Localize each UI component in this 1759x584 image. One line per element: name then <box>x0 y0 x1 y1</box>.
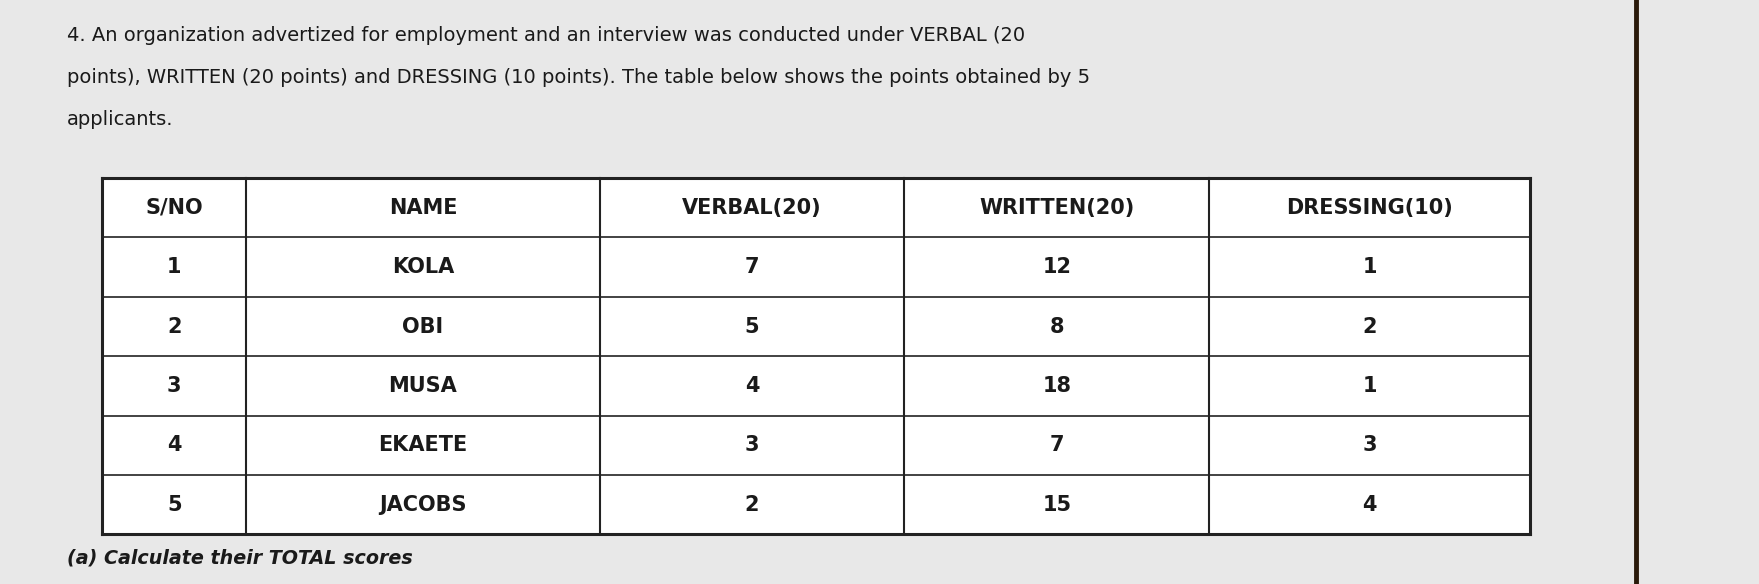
Text: DRESSING(10): DRESSING(10) <box>1286 198 1453 218</box>
Text: MUSA: MUSA <box>389 376 457 396</box>
Text: (a) Calculate their TOTAL scores: (a) Calculate their TOTAL scores <box>67 549 413 568</box>
Text: VERBAL(20): VERBAL(20) <box>682 198 821 218</box>
Text: 2: 2 <box>167 317 181 336</box>
Text: 3: 3 <box>744 435 760 456</box>
Text: NAME: NAME <box>389 198 457 218</box>
Text: S/NO: S/NO <box>146 198 202 218</box>
Text: 3: 3 <box>1363 435 1377 456</box>
Text: EKAETE: EKAETE <box>378 435 468 456</box>
Text: 4: 4 <box>744 376 760 396</box>
Text: 1: 1 <box>1363 376 1377 396</box>
Text: 4. An organization advertized for employment and an interview was conducted unde: 4. An organization advertized for employ… <box>67 26 1025 46</box>
Text: KOLA: KOLA <box>392 257 454 277</box>
Text: points), WRITTEN (20 points) and DRESSING (10 points). The table below shows the: points), WRITTEN (20 points) and DRESSIN… <box>67 68 1091 88</box>
Text: 8: 8 <box>1050 317 1064 336</box>
Bar <box>102 178 1530 534</box>
Text: 7: 7 <box>744 257 760 277</box>
Text: WRITTEN(20): WRITTEN(20) <box>980 198 1135 218</box>
Text: OBI: OBI <box>403 317 443 336</box>
Text: applicants.: applicants. <box>67 110 174 130</box>
Text: 18: 18 <box>1043 376 1071 396</box>
Text: JACOBS: JACOBS <box>380 495 466 515</box>
Text: 4: 4 <box>1363 495 1377 515</box>
Text: 12: 12 <box>1043 257 1071 277</box>
Text: 1: 1 <box>167 257 181 277</box>
Text: 15: 15 <box>1043 495 1071 515</box>
Text: 4: 4 <box>167 435 181 456</box>
Text: 3: 3 <box>167 376 181 396</box>
Text: 1: 1 <box>1363 257 1377 277</box>
Text: 5: 5 <box>744 317 760 336</box>
Text: 5: 5 <box>167 495 181 515</box>
Text: 2: 2 <box>1363 317 1377 336</box>
Text: 2: 2 <box>744 495 760 515</box>
Text: 7: 7 <box>1050 435 1064 456</box>
